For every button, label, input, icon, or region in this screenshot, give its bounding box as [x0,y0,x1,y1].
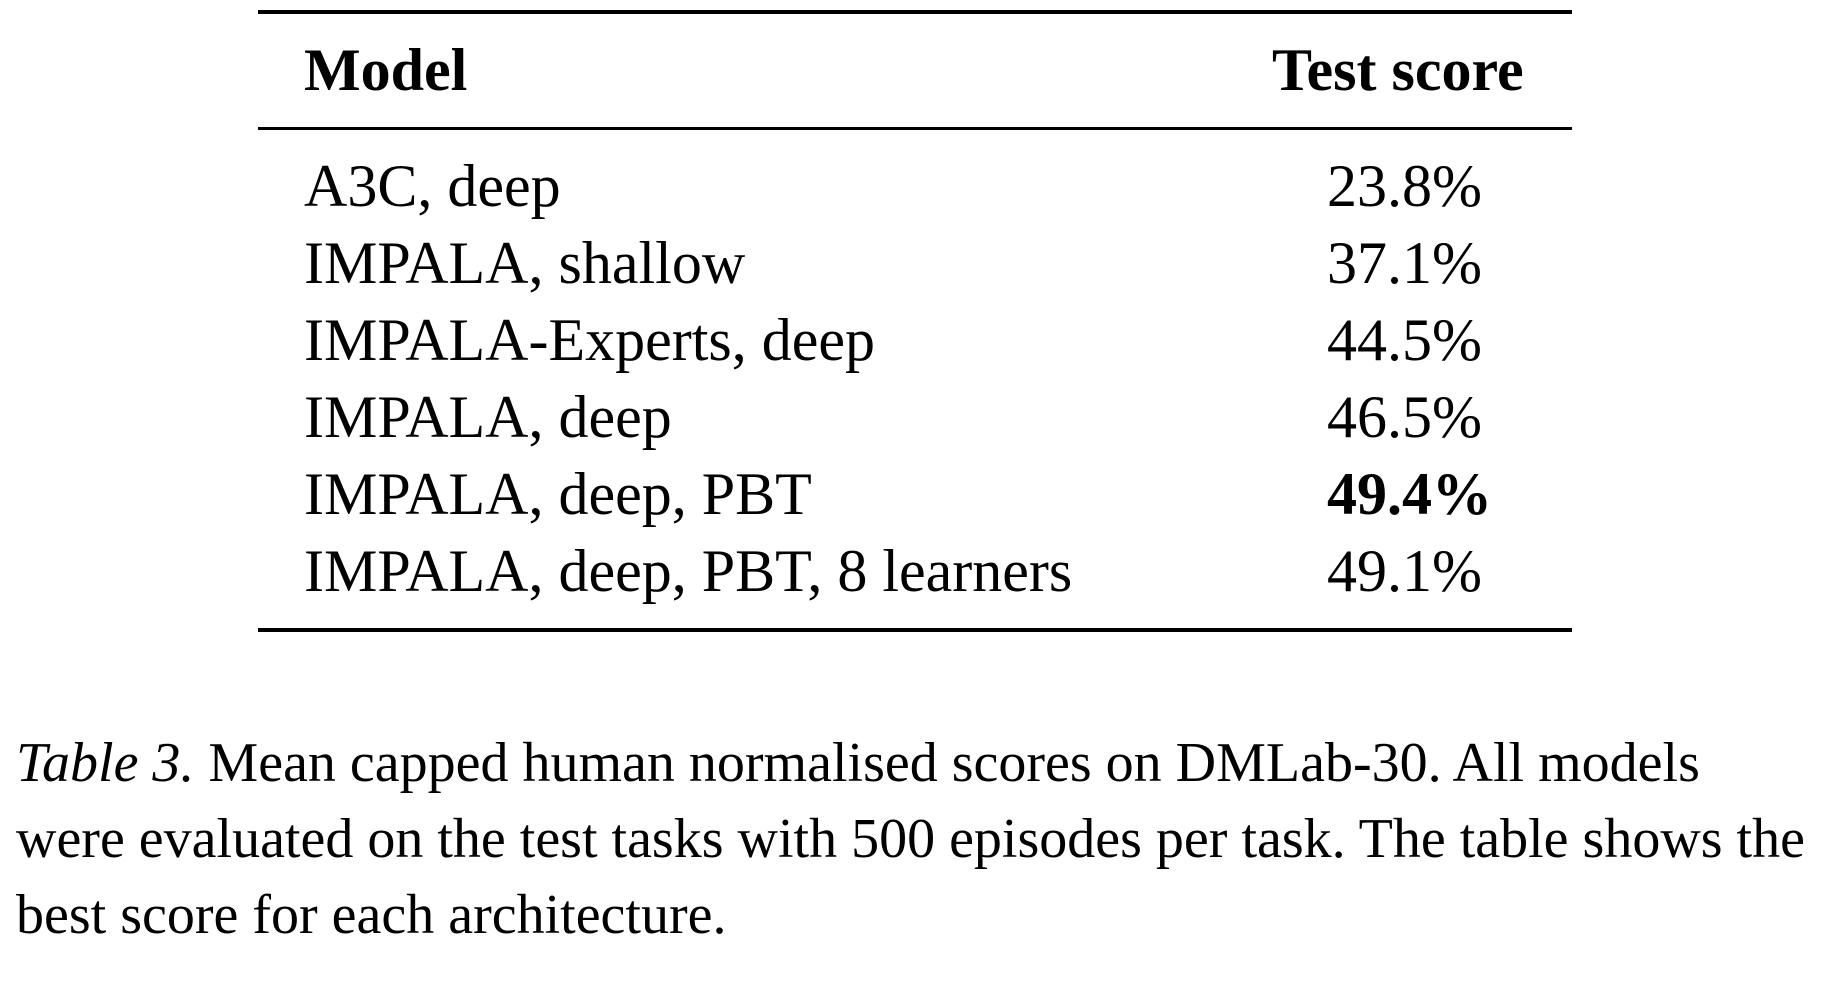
bottom-rule [258,628,1572,632]
model-cell: IMPALA, deep [304,384,672,450]
score-cell: 23.8% [1327,153,1482,219]
table-caption: Table 3. Mean capped human normalised sc… [16,725,1816,953]
model-cell: A3C, deep [304,153,561,219]
top-rule [258,10,1572,14]
caption-label: Table 3. [16,732,195,794]
table-row: IMPALA-Experts, deep 44.5% [258,302,1572,379]
score-cell-best: 49.4% [1327,461,1492,527]
table-row: A3C, deep 23.8% [258,130,1572,225]
results-table-block: Model Test score A3C, deep 23.8% IMPALA,… [258,10,1572,632]
table-row: IMPALA, deep, PBT 49.4% [258,456,1572,533]
table-row: IMPALA, shallow 37.1% [258,225,1572,302]
model-cell: IMPALA, deep, PBT, 8 learners [304,538,1073,604]
score-cell: 46.5% [1327,384,1482,450]
results-table: Model Test score A3C, deep 23.8% IMPALA,… [258,14,1572,628]
score-cell: 37.1% [1327,230,1482,296]
model-cell: IMPALA-Experts, deep [304,307,876,373]
header-rule [258,127,1572,130]
caption-text: Mean capped human normalised scores on D… [16,732,1805,946]
header-row: Model Test score [258,14,1572,127]
score-column-header: Test score [1272,37,1524,103]
score-cell: 49.1% [1327,538,1482,604]
table-row: IMPALA, deep 46.5% [258,379,1572,456]
score-cell: 44.5% [1327,307,1482,373]
table-row: IMPALA, deep, PBT, 8 learners 49.1% [258,533,1572,628]
model-column-header: Model [304,37,468,103]
model-cell: IMPALA, deep, PBT [304,461,812,527]
model-cell: IMPALA, shallow [304,230,746,296]
